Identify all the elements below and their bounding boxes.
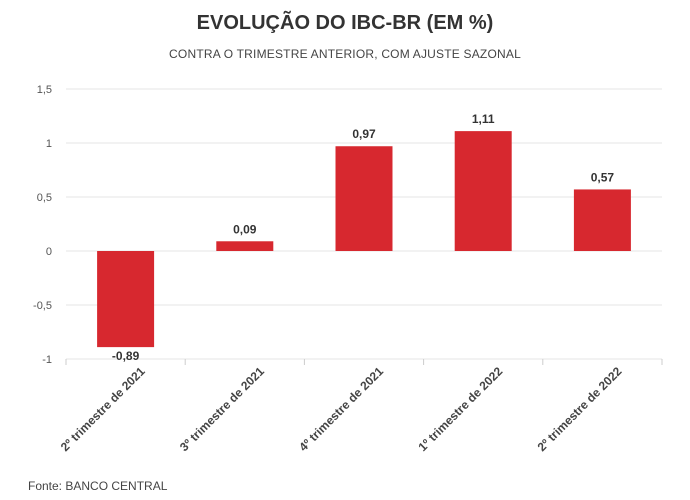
bar	[216, 241, 274, 251]
data-label: 1,11	[472, 112, 495, 126]
x-category-label: 2º trimestre de 2021	[58, 364, 148, 454]
bar	[97, 251, 155, 348]
bar	[573, 189, 631, 251]
bar	[454, 131, 512, 251]
data-label: 0,57	[591, 170, 615, 184]
y-tick-label: 1	[46, 138, 52, 150]
x-category-label: 3º trimestre de 2021	[177, 364, 267, 454]
chart-title: EVOLUÇÃO DO IBC-BR (EM %)	[196, 12, 494, 34]
y-tick-label: 0	[46, 246, 52, 258]
data-label: 0,09	[233, 222, 257, 236]
x-category-label: 4º trimestre de 2021	[296, 364, 386, 454]
y-tick-label: -1	[42, 354, 52, 366]
source-note: Fonte: BANCO CENTRAL	[28, 479, 168, 493]
bar	[335, 146, 393, 251]
x-category-label: 2º trimestre de 2022	[535, 364, 625, 454]
x-category-label: 1º trimestre de 2022	[415, 364, 505, 454]
data-label: -0,89	[112, 349, 140, 363]
y-tick-label: 1,5	[37, 84, 52, 96]
data-label: 0,97	[352, 127, 376, 141]
chart-subtitle: CONTRA O TRIMESTRE ANTERIOR, COM AJUSTE …	[169, 47, 521, 61]
y-tick-label: -0,5	[33, 300, 52, 312]
y-tick-label: 0,5	[37, 192, 52, 204]
